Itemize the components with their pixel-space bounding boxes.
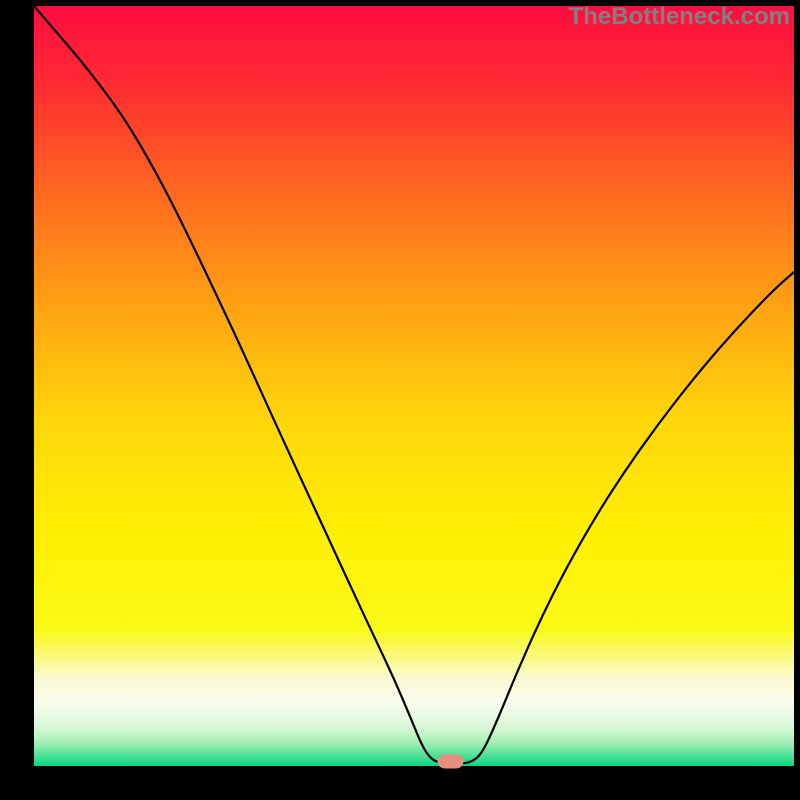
dip-marker <box>437 754 463 768</box>
chart-container: TheBottleneck.com <box>0 0 800 800</box>
plot-area <box>34 6 794 766</box>
bottleneck-chart: TheBottleneck.com <box>0 0 800 800</box>
attribution-text: TheBottleneck.com <box>569 3 790 30</box>
